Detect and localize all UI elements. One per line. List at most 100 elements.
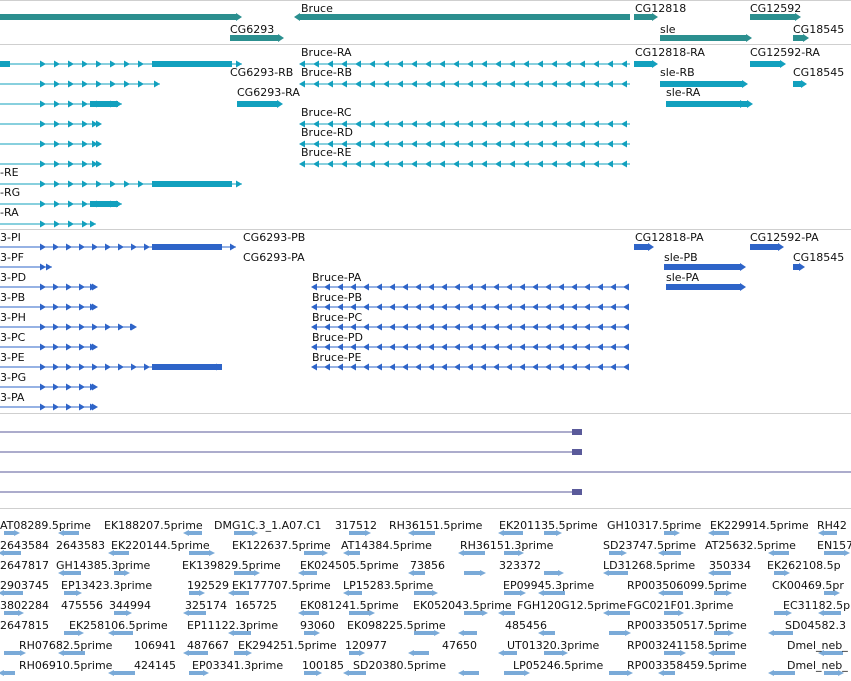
bruce-cds-exon[interactable] (415, 323, 421, 331)
transcript-end-arrow[interactable] (92, 140, 98, 148)
bruce-transcript-exon[interactable] (369, 140, 375, 148)
bruce-cds-exon[interactable] (584, 283, 590, 291)
gene-bar[interactable] (793, 35, 803, 41)
bruce-cds-exon[interactable] (571, 283, 577, 291)
transcript-exon[interactable] (68, 220, 74, 228)
bruce-transcript-exon[interactable] (439, 80, 445, 88)
cds-bar[interactable] (793, 264, 799, 270)
transcript-label[interactable]: CG18545 (793, 66, 845, 79)
bruce-cds-exon[interactable] (545, 343, 551, 351)
bruce-transcript-exon[interactable] (397, 60, 403, 68)
bruce-cds-exon[interactable] (350, 343, 356, 351)
est-arrow[interactable] (708, 570, 714, 576)
cds-exon[interactable] (118, 243, 124, 251)
transcript-label[interactable]: -RA (0, 206, 19, 219)
bruce-cds-exon[interactable] (363, 303, 369, 311)
bruce-transcript-exon[interactable] (607, 120, 613, 128)
transcript-exon[interactable] (40, 180, 46, 188)
est-label[interactable]: 165725 (235, 599, 277, 612)
est-arrow[interactable] (538, 590, 544, 596)
cds-exon[interactable] (144, 363, 150, 371)
gene-bar[interactable] (300, 14, 630, 20)
est-feature[interactable] (189, 611, 206, 615)
est-feature[interactable] (4, 651, 20, 655)
est-feature[interactable] (189, 551, 209, 555)
transcript-exon[interactable] (110, 60, 116, 68)
est-feature[interactable] (504, 531, 523, 535)
est-feature[interactable] (774, 571, 784, 575)
est-arrow[interactable] (538, 630, 544, 636)
est-arrow[interactable] (728, 630, 734, 636)
est-label[interactable]: EK229914.5prime (710, 519, 809, 532)
bruce-transcript-exon[interactable] (299, 140, 305, 148)
bruce-transcript-exon[interactable] (579, 120, 585, 128)
bruce-transcript-exon[interactable] (523, 140, 529, 148)
est-label[interactable]: 2643584 (0, 539, 49, 552)
protein-label[interactable]: CG18545 (793, 251, 845, 264)
bruce-transcript-exon[interactable] (425, 60, 431, 68)
est-feature[interactable] (544, 651, 562, 655)
bruce-cds-exon[interactable] (402, 363, 408, 371)
est-arrow[interactable] (518, 550, 524, 556)
bruce-cds-exon[interactable] (376, 323, 382, 331)
bruce-transcript-exon[interactable] (453, 120, 459, 128)
bruce-transcript-exon[interactable] (313, 160, 319, 168)
est-arrow[interactable] (498, 610, 504, 616)
est-label[interactable]: EK188207.5prime (104, 519, 203, 532)
cds-exon[interactable] (53, 283, 59, 291)
est-label[interactable]: 192529 (187, 579, 229, 592)
cds-bar-arrow[interactable] (799, 263, 805, 271)
transcript-exon[interactable] (82, 140, 88, 148)
bruce-transcript-exon[interactable] (313, 80, 319, 88)
bruce-cds-exon[interactable] (337, 343, 343, 351)
bruce-transcript-exon[interactable] (313, 120, 319, 128)
est-arrow[interactable] (322, 550, 328, 556)
transcript-exon[interactable] (82, 100, 88, 108)
bruce-cds-exon[interactable] (337, 303, 343, 311)
bruce-transcript-exon[interactable] (411, 80, 417, 88)
transcript-exon[interactable] (82, 200, 88, 208)
est-label[interactable]: SD23747.5prime (603, 539, 696, 552)
est-label[interactable]: 106941 (134, 639, 176, 652)
bruce-transcript-exon[interactable] (383, 140, 389, 148)
est-label[interactable]: 487667 (187, 639, 229, 652)
est-feature[interactable] (774, 631, 793, 635)
transcript-bar[interactable] (666, 101, 740, 107)
est-arrow[interactable] (252, 530, 258, 536)
gene-bar-arrow[interactable] (746, 34, 752, 42)
bruce-cds-exon[interactable] (545, 323, 551, 331)
transcript-bar-arrow[interactable] (652, 60, 658, 68)
cds-end-arrow[interactable] (230, 243, 236, 251)
est-feature[interactable] (824, 651, 843, 655)
est-label[interactable]: 3802284 (0, 599, 49, 612)
transcript-label[interactable]: sle-RB (660, 66, 695, 79)
bruce-cds-exon[interactable] (350, 323, 356, 331)
est-feature[interactable] (64, 531, 79, 535)
transcript-label[interactable]: CG6293-RB (230, 66, 294, 79)
cds-exon[interactable] (40, 243, 46, 251)
est-arrow[interactable] (524, 670, 530, 676)
est-arrow[interactable] (18, 610, 24, 616)
bruce-transcript-exon[interactable] (313, 140, 319, 148)
bruce-cds-exon[interactable] (376, 363, 382, 371)
est-feature[interactable] (464, 611, 482, 615)
transcript-bar-arrow[interactable] (801, 80, 807, 88)
bruce-transcript-exon[interactable] (397, 120, 403, 128)
cds-exon[interactable] (40, 383, 46, 391)
est-arrow[interactable] (183, 610, 189, 616)
bruce-cds-exon[interactable] (584, 323, 590, 331)
cds-exon[interactable] (66, 283, 72, 291)
est-label[interactable]: EK177707.5prime (232, 579, 331, 592)
transcript-end-arrow[interactable] (90, 220, 96, 228)
bruce-cds-exon[interactable] (428, 323, 434, 331)
bruce-cds-exon[interactable] (454, 363, 460, 371)
bruce-transcript-exon[interactable] (369, 60, 375, 68)
bruce-cds-exon[interactable] (558, 303, 564, 311)
protein-label[interactable]: Bruce-PB (312, 291, 363, 304)
bruce-cds-exon[interactable] (467, 343, 473, 351)
est-feature[interactable] (64, 631, 78, 635)
bruce-cds-exon[interactable] (350, 303, 356, 311)
bruce-transcript-exon[interactable] (481, 160, 487, 168)
est-label[interactable]: EK262108.5p (767, 559, 841, 572)
